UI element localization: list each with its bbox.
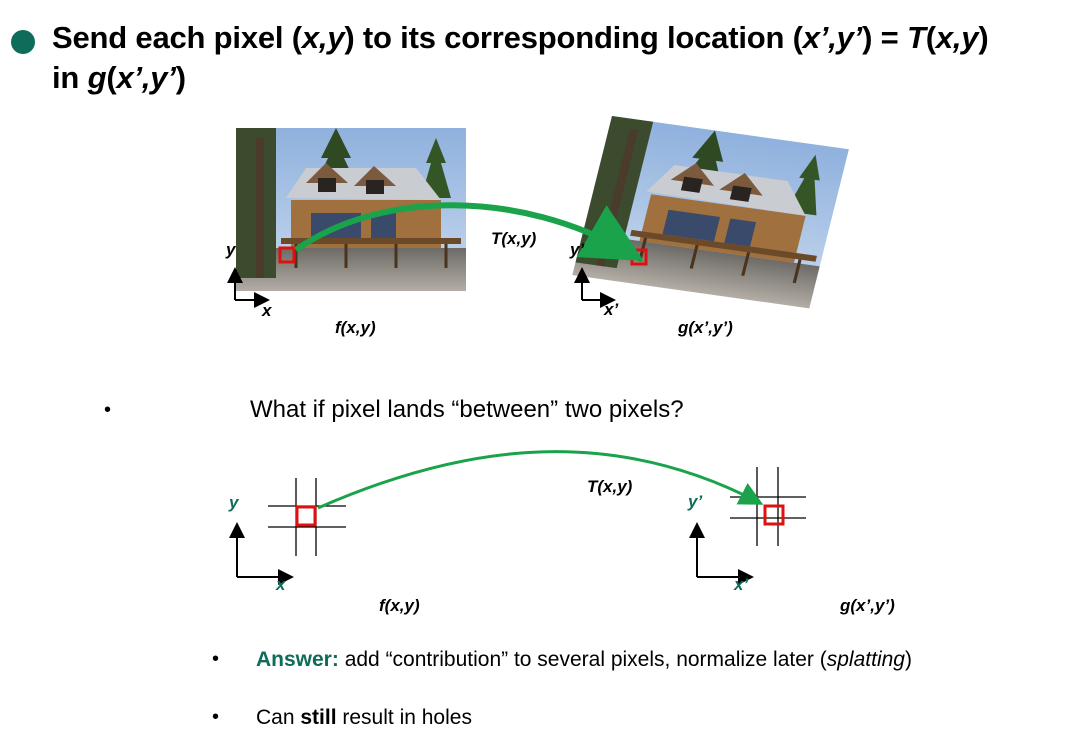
top-transform-arrow <box>294 202 644 261</box>
slide-title: Send each pixel (x,y) to its correspondi… <box>52 20 989 95</box>
question-bullet-icon: • <box>104 399 112 421</box>
top-target-y-label: y’ <box>570 240 585 259</box>
title-bullet-icon <box>11 30 35 54</box>
bottom-source-caption: f(x,y) <box>379 596 420 615</box>
top-target-x-label: x’ <box>604 300 619 319</box>
bottom-target-x-label: x’ <box>734 575 749 594</box>
top-source-x-label: x <box>262 301 272 320</box>
warped-house-photo <box>570 114 851 310</box>
bottom-transform-label: T(x,y) <box>587 477 633 496</box>
top-source-y-label: y <box>226 240 236 259</box>
top-source-caption: f(x,y) <box>335 318 376 337</box>
bottom-target-y-label: y’ <box>688 492 703 511</box>
bottom-source-x-label: x <box>276 575 286 594</box>
holes-text: Can still result in holes <box>256 706 472 729</box>
top-target-caption: g(x’,y’) <box>678 318 733 337</box>
source-pixel-marker <box>278 246 296 264</box>
source-house-photo <box>234 126 468 293</box>
question-text: What if pixel lands “between” two pixels… <box>250 396 684 423</box>
target-grid-pixel <box>763 504 785 526</box>
source-pixel-grid <box>268 478 346 556</box>
answer-text: Answer: add “contribution” to several pi… <box>256 648 912 671</box>
top-transform-label: T(x,y) <box>491 229 537 248</box>
answer-bullet-icon: • <box>212 648 220 670</box>
source-grid-pixel <box>295 505 317 527</box>
bottom-transform-arrow <box>317 450 764 510</box>
holes-bullet-icon: • <box>212 706 220 728</box>
bottom-target-caption: g(x’,y’) <box>840 596 895 615</box>
bottom-source-y-label: y <box>229 493 239 512</box>
